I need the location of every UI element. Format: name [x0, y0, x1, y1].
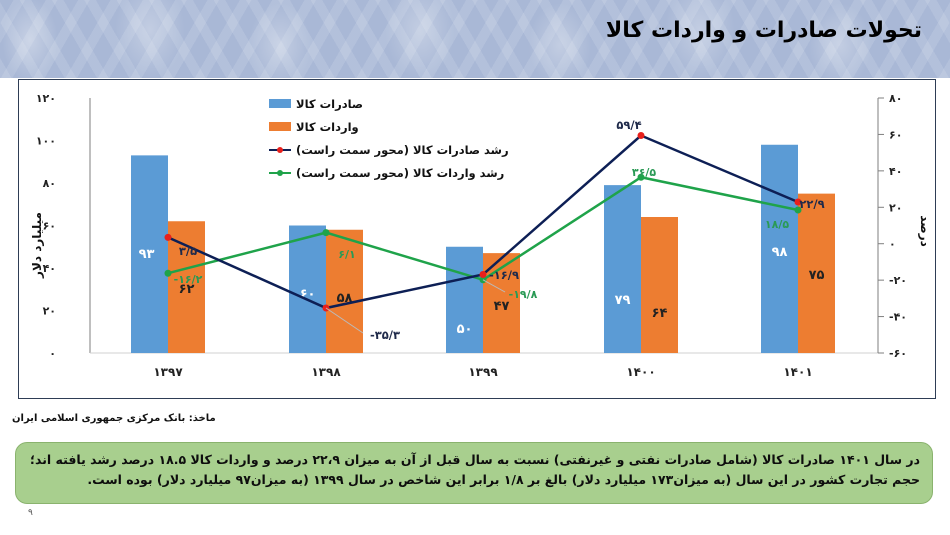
right-axis-tick: ۲۰	[889, 201, 902, 214]
line-label-export-growth: -۱۶/۹	[489, 268, 519, 282]
legend-swatch-blue-icon	[269, 99, 291, 108]
right-axis-tick: -۶۰	[889, 347, 907, 360]
line-label-export-growth: -۳۵/۳	[370, 328, 400, 342]
source-caption: ماخذ: بانک مرکزی جمهوری اسلامی ایران	[12, 413, 216, 424]
bar-label-exports: ۵۰	[457, 322, 473, 337]
bar-exports	[604, 185, 641, 353]
line-marker	[794, 206, 802, 214]
x-axis-label: ۱۳۹۸	[311, 365, 341, 379]
line-label-export-growth: ۲۲/۹	[799, 197, 824, 211]
bar-label-exports: ۹۳	[139, 247, 155, 262]
left-axis-tick: ۴۰	[43, 262, 56, 275]
chart-panel: ۰ ۲۰ ۴۰ ۶۰ ۸۰ ۱۰۰ ۱۲۰ -۶۰ -۴۰ -۲۰ ۰ ۲۰ ۴۰ ۶۰ ۸۰ میلیارد…	[18, 79, 936, 399]
legend-swatch-orange-icon	[269, 122, 291, 131]
bar-exports	[131, 155, 168, 353]
line-label-import-growth: ۱۸/۵	[765, 218, 789, 231]
left-axis-title: میلیارد دلار	[30, 212, 44, 279]
page-title: تحولات صادرات و واردات کالا	[605, 18, 922, 43]
x-axis-label: ۱۴۰۰	[626, 365, 655, 379]
legend-label: واردات کالا	[296, 119, 359, 134]
x-axis-label: ۱۳۹۹	[468, 365, 498, 379]
bar-label-imports: ۴۷	[494, 299, 510, 314]
left-axis-tick: ۱۰۰	[36, 135, 56, 148]
legend-line-navy-icon	[269, 145, 291, 155]
bar-exports	[761, 144, 798, 353]
combo-chart: ۰ ۲۰ ۴۰ ۶۰ ۸۰ ۱۰۰ ۱۲۰ -۶۰ -۴۰ -۲۰ ۰ ۲۰ ۴۰ ۶۰ ۸۰ میلیارد…	[30, 92, 932, 379]
leader-line	[482, 279, 506, 293]
right-axis-tick: -۲۰	[889, 274, 907, 287]
line-label-import-growth: ۳۶/۵	[632, 166, 656, 179]
left-axis-tick: ۶۰	[43, 220, 56, 233]
summary-note: در سال ۱۴۰۱ صادرات کالا (شامل صادرات نفت…	[15, 442, 933, 504]
right-axis-title: درصد	[918, 215, 932, 247]
bar-label-imports: ۶۴	[652, 306, 668, 321]
line-marker	[322, 229, 330, 237]
left-axis-tick: ۲۰	[43, 305, 56, 318]
bar-imports	[168, 221, 205, 353]
page-number: ۹	[28, 508, 33, 518]
bar-imports	[326, 229, 363, 353]
left-axis-tick: ۸۰	[43, 177, 56, 190]
bar-imports	[798, 193, 835, 353]
x-axis-label: ۱۴۰۱	[783, 365, 812, 379]
line-marker	[637, 173, 645, 181]
bar-label-exports: ۷۹	[615, 293, 631, 308]
summary-line-1: در سال ۱۴۰۱ صادرات کالا (شامل صادرات نفت…	[30, 452, 920, 467]
x-axis-label: ۱۳۹۷	[153, 365, 183, 379]
bar-label-imports: ۷۵	[809, 268, 825, 283]
bar-exports	[446, 246, 483, 353]
line-marker	[479, 270, 487, 278]
line-marker	[164, 269, 172, 277]
left-axis-tick: ۱۲۰	[36, 92, 56, 105]
legend-item-import-growth: رشد واردات کالا (محور سمت راست)	[269, 161, 529, 184]
line-label-import-growth: -۱۹/۸	[509, 288, 538, 301]
line-marker	[637, 132, 645, 140]
bar-label-exports: ۹۸	[772, 245, 788, 260]
legend-item-export-growth: رشد صادرات کالا (محور سمت راست)	[269, 138, 529, 161]
legend-label: صادرات کالا	[296, 96, 364, 111]
legend-label: رشد واردات کالا (محور سمت راست)	[296, 165, 505, 180]
right-axis-tick: -۴۰	[889, 311, 907, 324]
legend-label: رشد صادرات کالا (محور سمت راست)	[296, 142, 509, 157]
line-label-export-growth: ۳/۵	[179, 244, 197, 258]
right-axis-tick: ۶۰	[889, 128, 902, 141]
bar-imports	[641, 217, 678, 353]
right-axis-tick: ۴۰	[889, 165, 902, 178]
right-axis-tick: ۰	[889, 238, 896, 251]
bar-exports	[289, 225, 326, 353]
line-marker	[164, 233, 172, 241]
line-label-export-growth: ۵۹/۴	[616, 118, 641, 132]
chart-legend: صادرات کالا واردات کالا رشد صادرات کالا …	[269, 92, 529, 184]
legend-item-imports: واردات کالا	[269, 115, 529, 138]
legend-item-exports: صادرات کالا	[269, 92, 529, 115]
line-marker	[794, 198, 802, 206]
bar-label-imports: ۶۲	[179, 282, 195, 297]
header-banner: تحولات صادرات و واردات کالا	[0, 0, 950, 78]
line-label-import-growth: -۱۶/۲	[174, 273, 203, 286]
right-axis-tick: ۸۰	[889, 92, 902, 105]
line-label-import-growth: ۶/۱	[338, 248, 355, 261]
leader-line	[325, 307, 364, 334]
summary-line-2: حجم تجارت کشور در این سال (به میزان۱۷۳ م…	[87, 472, 920, 487]
left-axis-tick: ۰	[49, 347, 56, 360]
legend-line-green-icon	[269, 168, 291, 178]
